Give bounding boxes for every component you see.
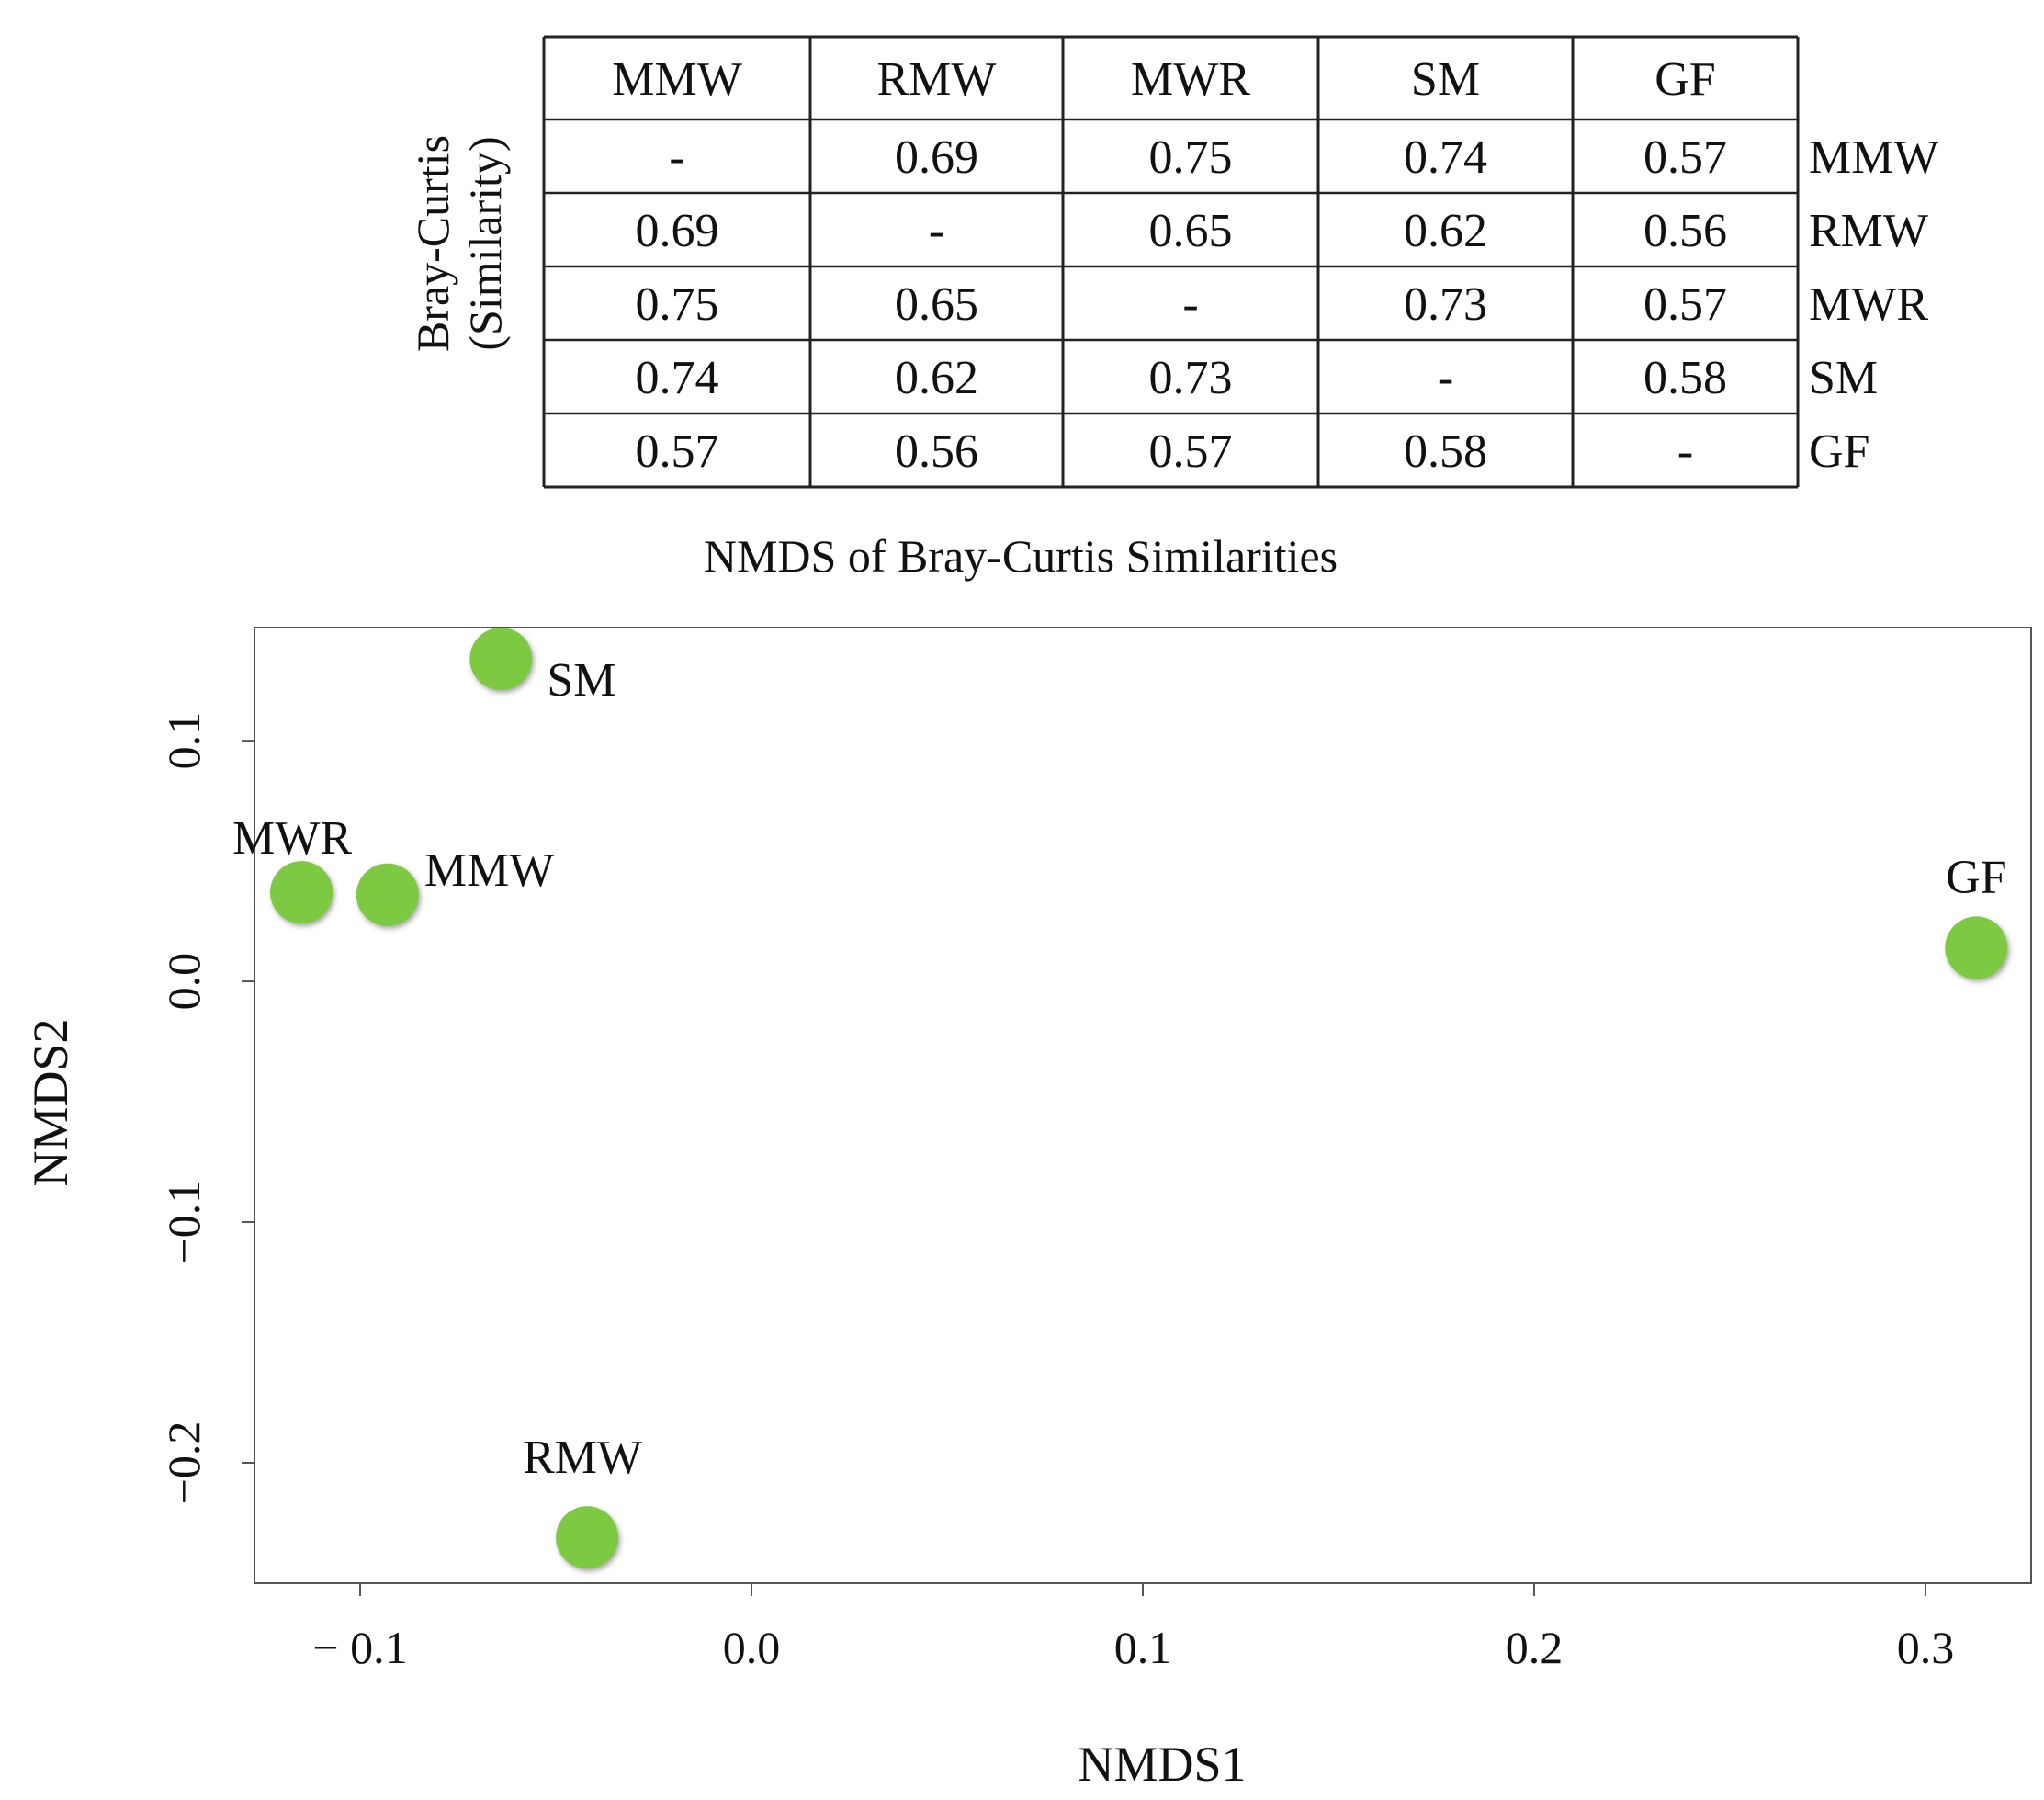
y-axis: −0.2 −0.1 0.0 0.1 bbox=[158, 712, 254, 1504]
point-label: MWR bbox=[232, 812, 352, 865]
y-tick-label: 0.0 bbox=[158, 953, 209, 1011]
scatter-point bbox=[469, 628, 533, 691]
table-cell: 0.56 bbox=[895, 425, 978, 478]
table-col-header: MWR bbox=[1131, 53, 1250, 106]
x-tick-label: 0.1 bbox=[1114, 1622, 1172, 1673]
table-row-label: SM bbox=[1809, 352, 1878, 404]
table-cell: 0.73 bbox=[1149, 352, 1233, 404]
table-col-header: MMW bbox=[612, 53, 742, 106]
x-tick-label: 0.2 bbox=[1506, 1622, 1564, 1673]
table-cell: 0.74 bbox=[1404, 131, 1487, 184]
y-axis-label: NMDS2 bbox=[23, 1018, 78, 1186]
similarity-table: Bray-Curtis (Similarity) MMW RMW MWR SM GF - 0… bbox=[407, 35, 1939, 489]
x-tick-label: 0.0 bbox=[723, 1622, 781, 1673]
table-cells: MMW RMW MWR SM GF - 0.69 0.75 0.74 0.57 MMW 0.69 - 0.… bbox=[612, 53, 1938, 478]
table-ylabel-line2: (Similarity) bbox=[459, 136, 511, 350]
table-cell: 0.62 bbox=[895, 352, 978, 404]
x-axis-label: NMDS1 bbox=[1078, 1737, 1246, 1792]
y-tick-label: −0.1 bbox=[158, 1181, 209, 1264]
table-cell: 0.57 bbox=[1643, 131, 1727, 184]
y-tick-label: −0.2 bbox=[158, 1421, 209, 1505]
table-cell: 0.69 bbox=[636, 205, 719, 257]
table-cell: - bbox=[929, 205, 944, 257]
scatter-point bbox=[1945, 916, 2008, 979]
table-cell: - bbox=[669, 131, 684, 184]
plot-frame bbox=[254, 627, 2032, 1584]
table-col-header: GF bbox=[1654, 53, 1715, 106]
table-cell: - bbox=[1182, 278, 1198, 331]
table-row-label: RMW bbox=[1809, 205, 1928, 257]
table-cell: 0.74 bbox=[636, 352, 719, 404]
table-row-label: GF bbox=[1809, 425, 1869, 478]
table-ylabel-line1: Bray-Curtis bbox=[407, 135, 458, 352]
table-cell: 0.58 bbox=[1643, 352, 1727, 404]
x-tick-label: − 0.1 bbox=[312, 1622, 407, 1673]
table-cell: 0.69 bbox=[895, 131, 978, 184]
table-cell: - bbox=[1677, 425, 1693, 478]
table-row-label: MWR bbox=[1809, 278, 1928, 331]
table-cell: 0.56 bbox=[1643, 205, 1727, 257]
table-cell: 0.62 bbox=[1404, 205, 1487, 257]
scatter-point bbox=[356, 863, 419, 926]
point-label: RMW bbox=[523, 1432, 642, 1484]
table-grid bbox=[542, 35, 1800, 489]
table-row-label: MMW bbox=[1809, 131, 1939, 184]
table-cell: 0.73 bbox=[1404, 278, 1487, 331]
scatter-points: SM MWR MMW GF RMW bbox=[232, 628, 2008, 1569]
point-label: SM bbox=[547, 654, 615, 707]
table-cell: 0.65 bbox=[895, 278, 978, 331]
point-label: GF bbox=[1946, 851, 2006, 903]
table-cell: 0.57 bbox=[1643, 278, 1727, 331]
table-cell: 0.58 bbox=[1404, 425, 1487, 478]
point-label: MMW bbox=[424, 844, 555, 897]
scatter-point bbox=[270, 861, 333, 924]
x-axis: − 0.1 0.0 0.1 0.2 0.3 bbox=[312, 1583, 1954, 1673]
y-tick-label: 0.1 bbox=[158, 712, 209, 770]
table-col-header: RMW bbox=[877, 53, 997, 106]
table-cell: 0.75 bbox=[1149, 131, 1233, 184]
table-cell: 0.57 bbox=[1149, 425, 1233, 478]
table-cell: 0.65 bbox=[1149, 205, 1233, 257]
table-cell: 0.57 bbox=[636, 425, 719, 478]
chart-title: NMDS of Bray-Curtis Similarities bbox=[704, 530, 1338, 582]
table-cell: 0.75 bbox=[636, 278, 719, 331]
table-cell: - bbox=[1438, 352, 1453, 404]
x-tick-label: 0.3 bbox=[1897, 1622, 1955, 1673]
table-col-header: SM bbox=[1411, 53, 1480, 106]
scatter-point bbox=[556, 1506, 619, 1569]
